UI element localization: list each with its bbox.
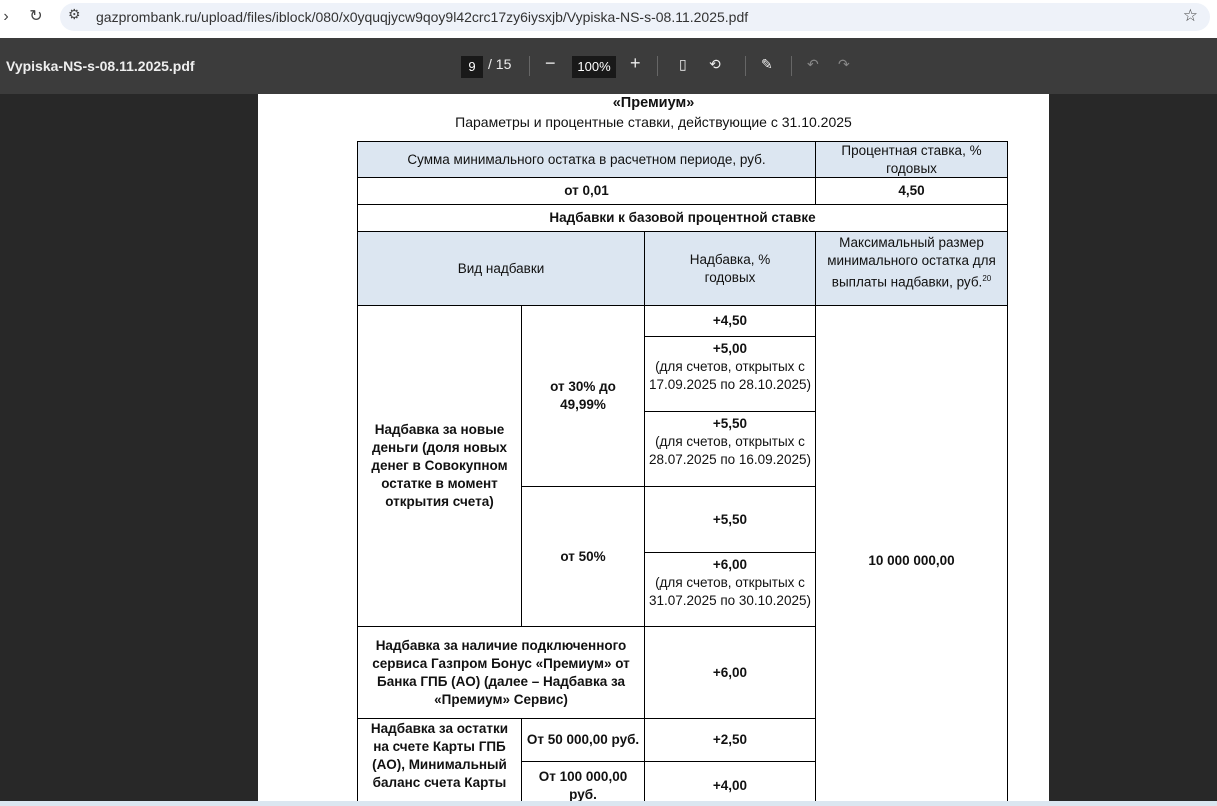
bonus-value: +5,50: [644, 486, 816, 553]
redo-icon[interactable]: ↷: [838, 56, 850, 72]
bonus-value: +4,50: [644, 305, 816, 337]
zoom-out-button[interactable]: −: [545, 53, 556, 73]
pdf-page: «Премиум» Параметры и процентные ставки,…: [258, 94, 1049, 806]
rotate-icon[interactable]: ⟲: [709, 56, 721, 72]
header-bonus-rate: Надбавка, % годовых: [644, 231, 816, 306]
card-tier-2-value: +4,00: [644, 761, 816, 806]
card-balance-label: Надбавка за остатки на счете Карты ГПБ (…: [357, 718, 522, 806]
browser-bar: › ↻ ⚙ gazprombank.ru/upload/files/iblock…: [0, 0, 1217, 38]
scroll-edge: [0, 801, 1217, 806]
new-money-label: Надбавка за новые деньги (доля новых ден…: [357, 305, 522, 627]
doc-title: «Премиум»: [612, 95, 695, 111]
page-total: / 15: [488, 56, 512, 72]
section-title: Надбавки к базовой процентной ставке: [357, 204, 1008, 232]
forward-icon[interactable]: ›: [3, 8, 9, 25]
site-info-icon[interactable]: ⚙: [68, 6, 81, 22]
address-bar[interactable]: ⚙ gazprombank.ru/upload/files/iblock/080…: [60, 3, 1210, 31]
bonus-value: +6,00 (для счетов, открытых с 31.07.2025 …: [644, 552, 816, 627]
bookmark-star-icon[interactable]: ☆: [1182, 6, 1198, 25]
page-number-input[interactable]: 9: [461, 56, 483, 78]
bonus-value: +5,50 (для счетов, открытых с 28.07.2025 …: [644, 411, 816, 487]
range-50: от 50%: [521, 486, 645, 627]
undo-icon[interactable]: ↶: [807, 56, 819, 72]
min-balance-value: от 0,01: [357, 177, 816, 205]
draw-icon[interactable]: ✎: [761, 56, 773, 72]
card-tier-2: От 100 000,00 руб.: [521, 761, 645, 806]
url-text[interactable]: gazprombank.ru/upload/files/iblock/080/x…: [96, 9, 749, 25]
pdf-toolbar: Vypiska-NS-s-08.11.2025.pdf 9 / 15 − 100…: [0, 38, 1217, 94]
card-tier-1-value: +2,50: [644, 718, 816, 762]
max-balance-value: 10 000 000,00: [815, 305, 1008, 806]
reload-icon[interactable]: ↻: [29, 8, 43, 25]
header-max-balance: Максимальный размер минимального остатка…: [815, 231, 1008, 306]
premium-service-value: +6,00: [644, 626, 816, 719]
fit-page-icon[interactable]: ▯: [679, 56, 687, 72]
zoom-in-button[interactable]: +: [630, 53, 641, 73]
bonus-value: +5,00 (для счетов, открытых с 17.09.2025 …: [644, 336, 816, 412]
header-rate: Процентная ставка, % годовых: [815, 141, 1008, 178]
premium-service-label: Надбавка за наличие подключенного сервис…: [357, 626, 645, 719]
card-tier-1: От 50 000,00 руб.: [521, 718, 645, 762]
range-30-50: от 30% до 49,99%: [521, 305, 645, 487]
zoom-input[interactable]: 100%: [572, 56, 616, 78]
file-name: Vypiska-NS-s-08.11.2025.pdf: [6, 58, 195, 74]
rate-value: 4,50: [815, 177, 1008, 205]
doc-subtitle: Параметры и процентные ставки, действующ…: [455, 114, 852, 130]
header-bonus-type: Вид надбавки: [357, 231, 645, 306]
header-min-balance: Сумма минимального остатка в расчетном п…: [357, 141, 816, 178]
